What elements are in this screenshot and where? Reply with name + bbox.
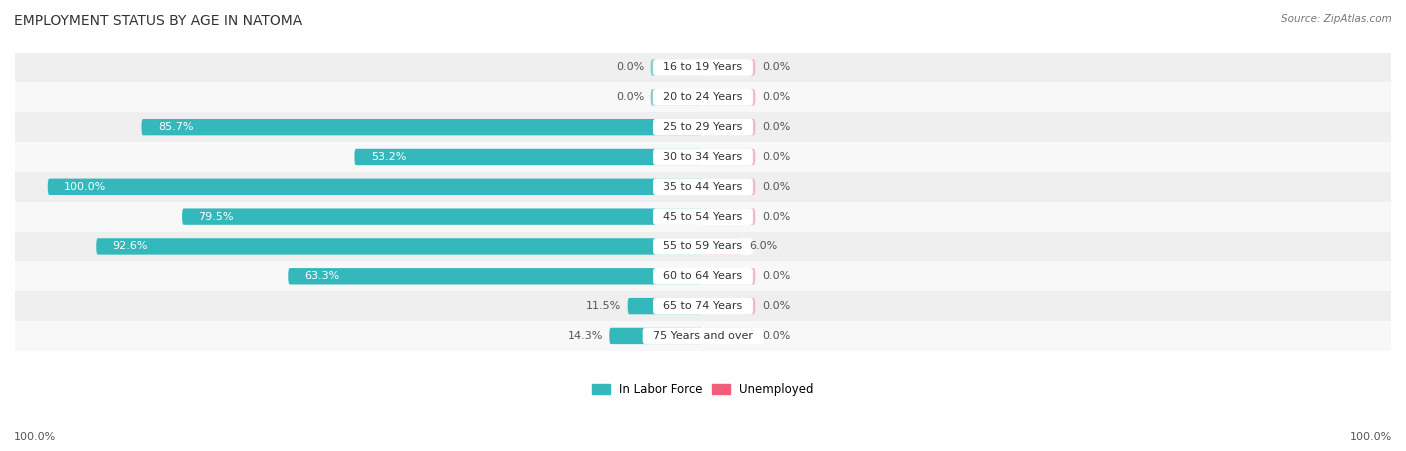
Text: 100.0%: 100.0%	[1350, 432, 1392, 442]
Text: 63.3%: 63.3%	[305, 271, 340, 281]
Text: 14.3%: 14.3%	[568, 331, 603, 341]
Text: 60 to 64 Years: 60 to 64 Years	[657, 271, 749, 281]
FancyBboxPatch shape	[96, 238, 703, 255]
Text: 20 to 24 Years: 20 to 24 Years	[657, 92, 749, 102]
Text: 79.5%: 79.5%	[198, 212, 233, 221]
Text: 0.0%: 0.0%	[762, 331, 790, 341]
Text: 6.0%: 6.0%	[749, 241, 778, 252]
Text: 35 to 44 Years: 35 to 44 Years	[657, 182, 749, 192]
Text: 0.0%: 0.0%	[616, 63, 644, 73]
Text: 0.0%: 0.0%	[616, 92, 644, 102]
Text: 11.5%: 11.5%	[586, 301, 621, 311]
Text: 0.0%: 0.0%	[762, 122, 790, 132]
Text: 100.0%: 100.0%	[14, 432, 56, 442]
FancyBboxPatch shape	[627, 298, 703, 314]
Text: 53.2%: 53.2%	[371, 152, 406, 162]
Text: 0.0%: 0.0%	[762, 271, 790, 281]
Text: 85.7%: 85.7%	[157, 122, 194, 132]
FancyBboxPatch shape	[703, 59, 755, 76]
Text: 0.0%: 0.0%	[762, 182, 790, 192]
Text: 92.6%: 92.6%	[112, 241, 148, 252]
Text: 100.0%: 100.0%	[65, 182, 107, 192]
FancyBboxPatch shape	[703, 179, 755, 195]
FancyBboxPatch shape	[703, 328, 755, 344]
Text: 45 to 54 Years: 45 to 54 Years	[657, 212, 749, 221]
Text: 0.0%: 0.0%	[762, 92, 790, 102]
FancyBboxPatch shape	[142, 119, 703, 135]
FancyBboxPatch shape	[609, 328, 703, 344]
Text: 0.0%: 0.0%	[762, 301, 790, 311]
FancyBboxPatch shape	[703, 298, 755, 314]
Text: 16 to 19 Years: 16 to 19 Years	[657, 63, 749, 73]
Text: 0.0%: 0.0%	[762, 212, 790, 221]
FancyBboxPatch shape	[48, 179, 703, 195]
Bar	[15, 172, 1391, 202]
FancyBboxPatch shape	[651, 59, 703, 76]
Bar	[15, 142, 1391, 172]
FancyBboxPatch shape	[288, 268, 703, 285]
Bar	[15, 112, 1391, 142]
Bar	[15, 262, 1391, 291]
Text: 0.0%: 0.0%	[762, 152, 790, 162]
Legend: In Labor Force, Unemployed: In Labor Force, Unemployed	[588, 378, 818, 400]
FancyBboxPatch shape	[703, 208, 755, 225]
Text: 75 Years and over: 75 Years and over	[645, 331, 761, 341]
Text: 0.0%: 0.0%	[762, 63, 790, 73]
Text: EMPLOYMENT STATUS BY AGE IN NATOMA: EMPLOYMENT STATUS BY AGE IN NATOMA	[14, 14, 302, 28]
Bar	[15, 231, 1391, 262]
Bar	[15, 53, 1391, 83]
Text: Source: ZipAtlas.com: Source: ZipAtlas.com	[1281, 14, 1392, 23]
Bar	[15, 83, 1391, 112]
FancyBboxPatch shape	[651, 89, 703, 106]
FancyBboxPatch shape	[703, 149, 755, 165]
Text: 65 to 74 Years: 65 to 74 Years	[657, 301, 749, 311]
Text: 30 to 34 Years: 30 to 34 Years	[657, 152, 749, 162]
Text: 55 to 59 Years: 55 to 59 Years	[657, 241, 749, 252]
Text: 25 to 29 Years: 25 to 29 Years	[657, 122, 749, 132]
Bar	[15, 321, 1391, 351]
FancyBboxPatch shape	[703, 268, 755, 285]
FancyBboxPatch shape	[354, 149, 703, 165]
FancyBboxPatch shape	[183, 208, 703, 225]
FancyBboxPatch shape	[703, 89, 755, 106]
Bar	[15, 291, 1391, 321]
FancyBboxPatch shape	[703, 238, 742, 255]
FancyBboxPatch shape	[703, 119, 755, 135]
Bar	[15, 202, 1391, 231]
